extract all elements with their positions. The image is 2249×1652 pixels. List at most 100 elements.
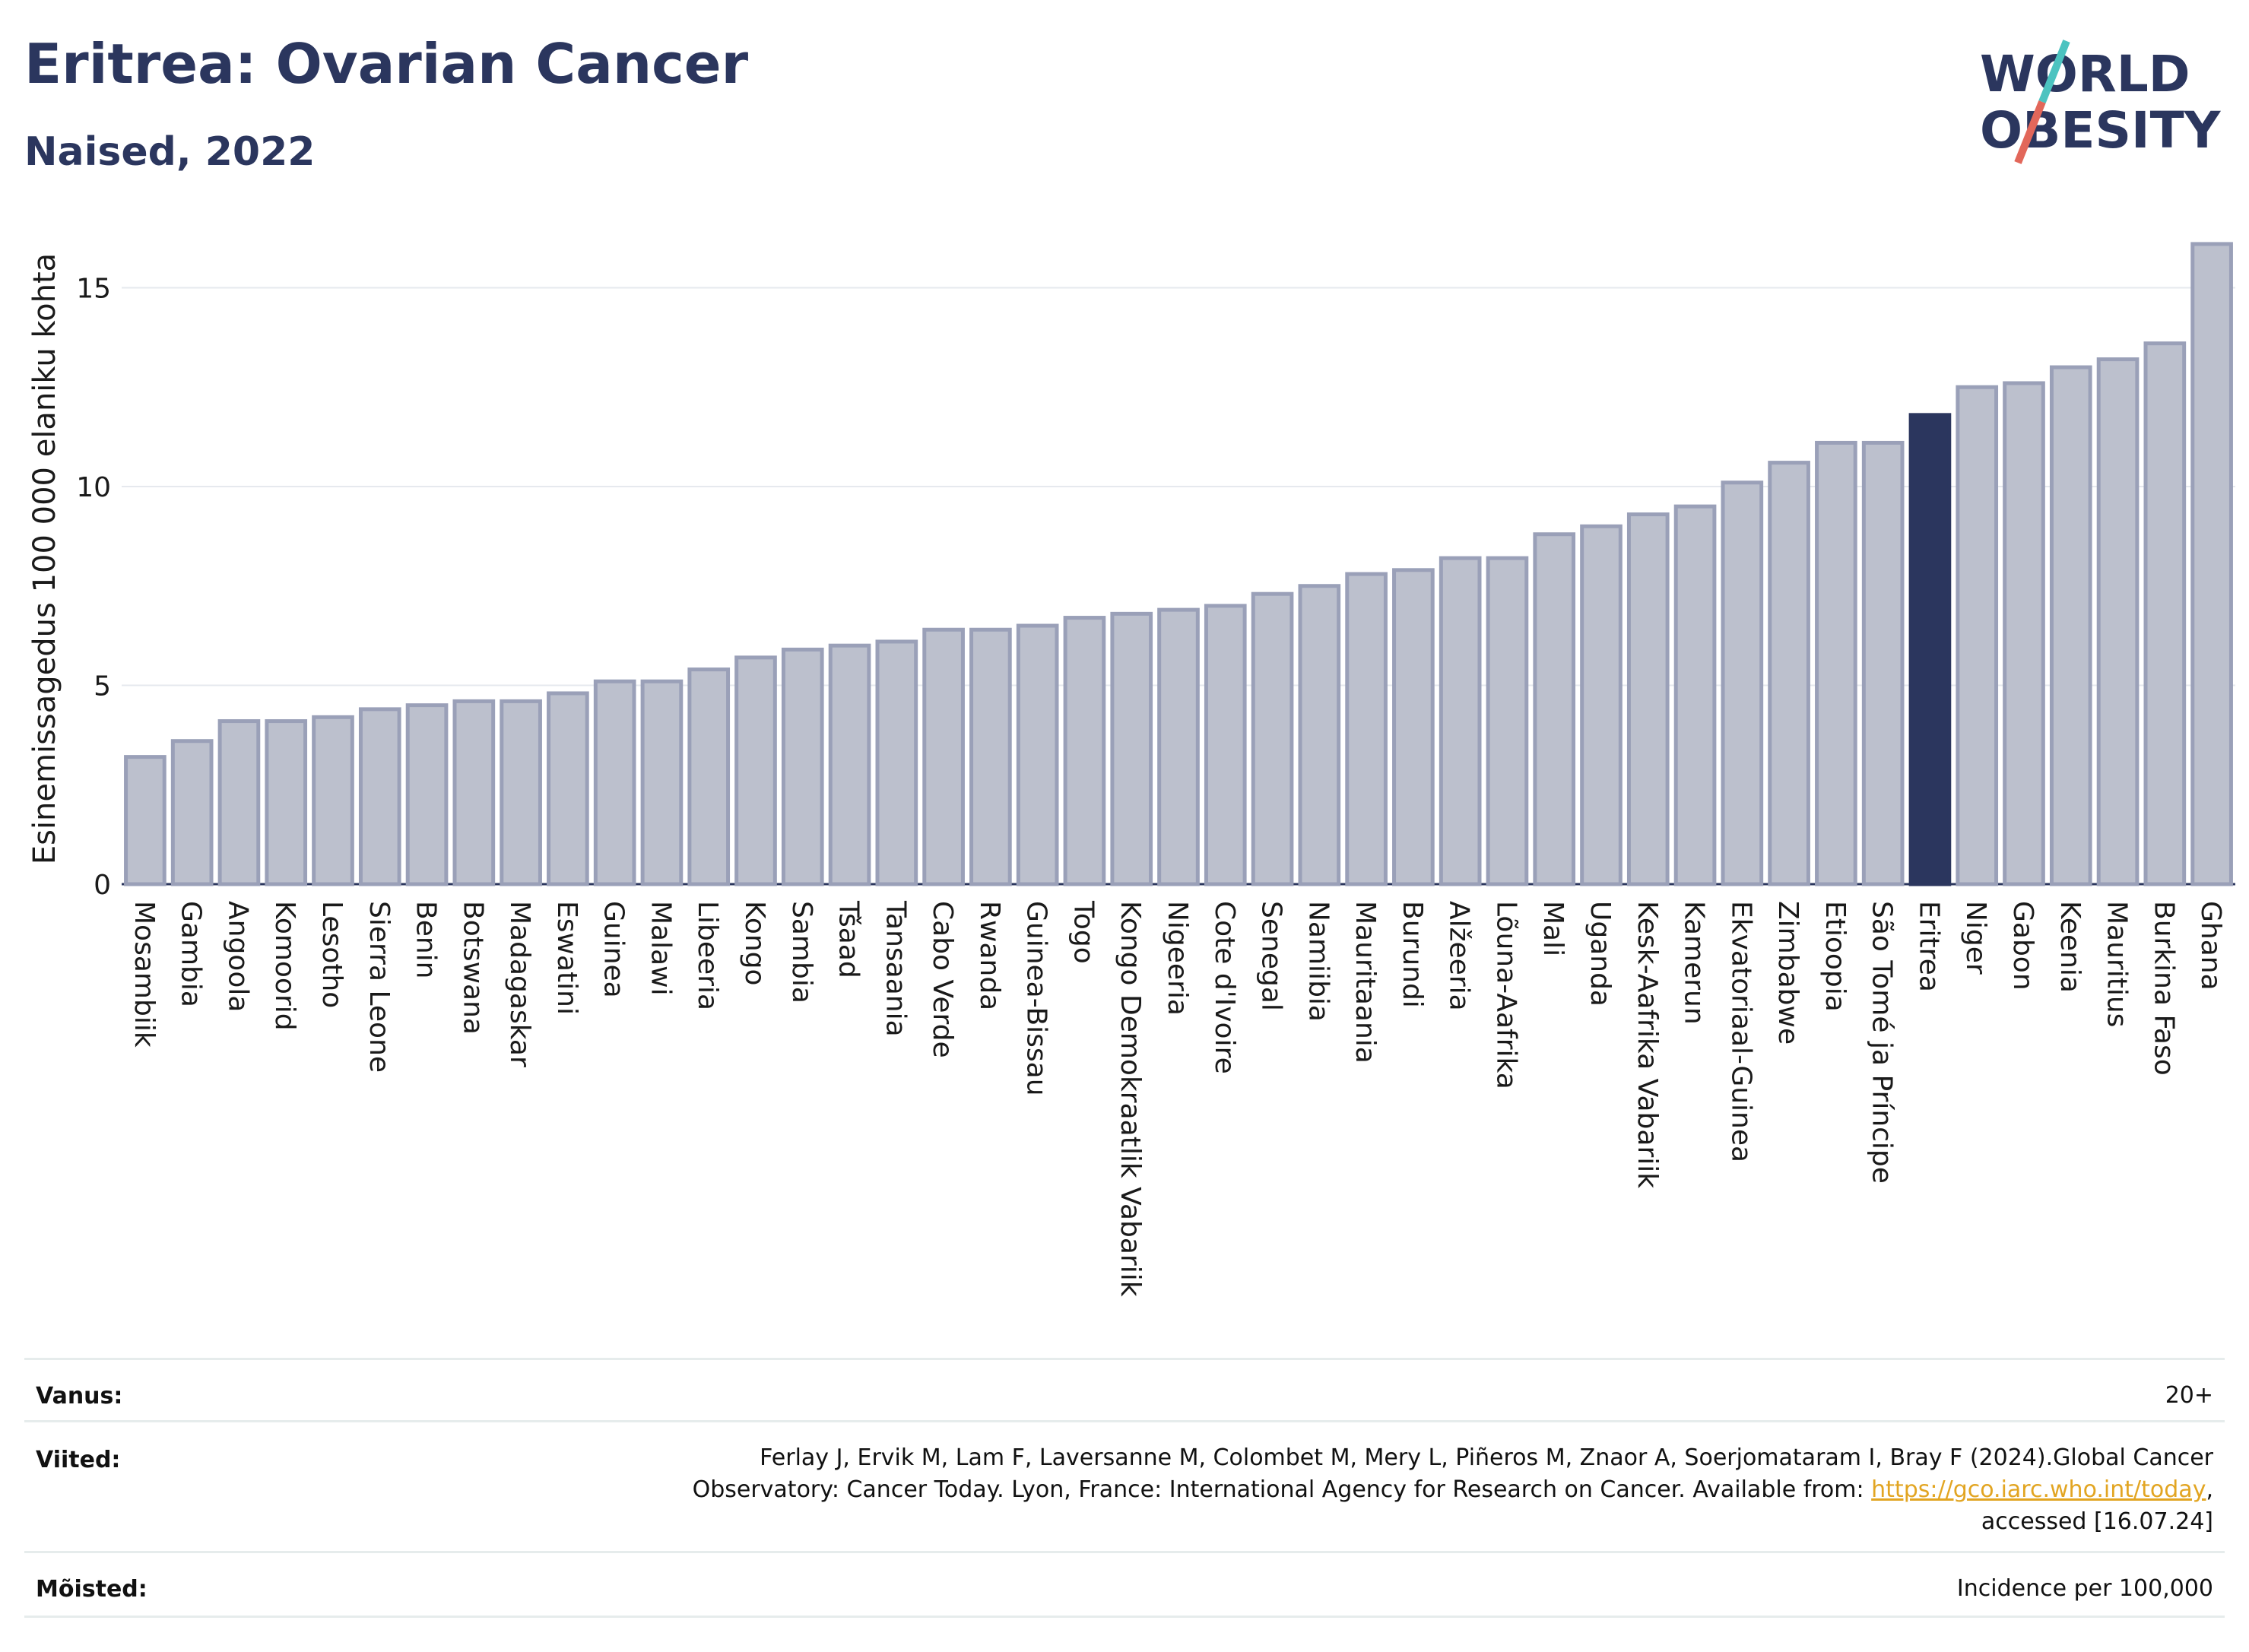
- bar-sambia: [781, 647, 824, 886]
- x-tick-label: Ghana: [2195, 901, 2226, 991]
- x-tick-label: Kongo Demokraatlik Vabariik: [1115, 901, 1146, 1297]
- y-tick-label: 15: [76, 273, 111, 304]
- bar-namiibia: [1298, 584, 1341, 886]
- x-tick-label: Malawi: [645, 901, 676, 996]
- bar-eswatini: [547, 691, 589, 886]
- x-tick-label: Niger: [1960, 901, 1991, 975]
- bar-chart: 0 5 10 15 Mosambiik Gambia Angoola Komoorid Les…: [27, 242, 2235, 1297]
- references-line-2-text: Observatory: Cancer Today. Lyon, France:…: [692, 1476, 1872, 1503]
- bar-malawi: [640, 679, 684, 886]
- bar-niger: [1956, 385, 1999, 886]
- bar-libeeria: [687, 667, 731, 886]
- x-tick-label: Burkina Faso: [2148, 901, 2179, 1076]
- x-tick-label: Eswatini: [551, 901, 582, 1015]
- y-tick-label: 0: [94, 870, 111, 901]
- bar-cabo-verde: [922, 627, 965, 886]
- bar-rwanda: [969, 627, 1012, 886]
- x-tick-label: Lesotho: [316, 901, 347, 1008]
- bar-al-eeria: [1439, 556, 1482, 886]
- x-tick-label: Etioopia: [1819, 901, 1851, 1012]
- bar-nigeeria: [1157, 607, 1200, 886]
- bar-gabon: [2003, 381, 2045, 886]
- x-tick-label: Komoorid: [269, 901, 300, 1031]
- x-tick-label: Nigeeria: [1162, 901, 1193, 1016]
- x-tick-label: Cote d'Ivoire: [1209, 901, 1240, 1074]
- bar-eritrea: [1908, 413, 1952, 886]
- x-labels: Mosambiik Gambia Angoola Komoorid Lesotho Sie…: [128, 900, 2226, 1297]
- x-tick-label: Tansaania: [880, 900, 911, 1037]
- bar-l-una-aafrika: [1486, 556, 1529, 886]
- x-tick-label: Togo: [1067, 900, 1099, 964]
- x-tick-label: Sambia: [786, 901, 817, 1004]
- logo-accent-coral: [2014, 100, 2046, 164]
- x-tick-label: Guinea: [598, 901, 630, 998]
- x-tick-label: Sierra Leone: [363, 901, 395, 1073]
- references-link[interactable]: https://gco.iarc.who.int/today: [1871, 1476, 2206, 1503]
- world-obesity-logo: WORLD OBESITY: [1980, 40, 2222, 164]
- bar-botswana: [452, 699, 496, 886]
- references-row: Viited: Ferlay J, Ervik M, Lam F, Lavers…: [24, 1420, 2225, 1552]
- bar-mauritius: [2096, 357, 2140, 886]
- x-tick-label: Mauritius: [2101, 901, 2133, 1027]
- x-tick-label: Ekvatoriaal-Guinea: [1725, 901, 1756, 1162]
- age-value: 20+: [2165, 1382, 2213, 1409]
- bar-cote-d-ivoire: [1204, 604, 1247, 886]
- x-tick-label: Eritrea: [1913, 901, 1944, 992]
- bar-tansaania: [875, 639, 918, 886]
- x-tick-label: Uganda: [1584, 901, 1616, 1007]
- x-tick-label: Mosambiik: [128, 901, 160, 1048]
- references-text: Ferlay J, Ervik M, Lam F, Laversanne M, …: [693, 1442, 2213, 1538]
- x-tick-label: Cabo Verde: [927, 901, 958, 1058]
- x-tick-label: Alžeeria: [1444, 901, 1475, 1011]
- bar-mauritaania: [1345, 572, 1388, 886]
- x-tick-label: São Tomé ja Príncipe: [1867, 901, 1898, 1184]
- bar-kamerun: [1673, 504, 1717, 886]
- x-tick-label: Burundi: [1397, 901, 1428, 1008]
- x-tick-label: Kamerun: [1679, 901, 1710, 1025]
- x-tick-label: Senegal: [1256, 901, 1287, 1011]
- bar-kesk-aafrika-vabariik: [1626, 512, 1670, 886]
- bar-madagaskar: [500, 699, 542, 886]
- bar-keenia: [2049, 365, 2092, 886]
- bottom-divider: [24, 1616, 2225, 1618]
- x-tick-label: Mali: [1537, 901, 1569, 956]
- bar-kongo-demokraatlik-vabariik: [1110, 611, 1153, 886]
- x-tick-label: Zimbabwe: [1772, 901, 1803, 1045]
- bar-angoola: [217, 719, 261, 886]
- x-tick-label: Mauritaania: [1350, 901, 1381, 1064]
- bar-mali: [1533, 532, 1576, 886]
- bar-burkina-faso: [2143, 341, 2187, 886]
- bar-sierra-leone: [358, 707, 401, 886]
- y-tick-label: 5: [94, 671, 111, 702]
- x-tick-label: Gambia: [176, 901, 207, 1007]
- bar-benin: [405, 703, 449, 886]
- bar-s-o-tom-ja-pr-ncipe: [1861, 440, 1905, 886]
- x-tick-label: Gabon: [2007, 901, 2038, 991]
- references-comma: ,: [2206, 1476, 2213, 1503]
- bar-uganda: [1580, 524, 1623, 886]
- x-tick-label: Guinea-Bissau: [1021, 901, 1052, 1096]
- x-tick-label: Tšaad: [833, 900, 864, 978]
- bar-burundi: [1392, 568, 1435, 886]
- bar-lesotho: [312, 715, 354, 886]
- bar-ghana: [2190, 242, 2233, 886]
- chart-title: Eritrea: Ovarian Cancer: [24, 32, 749, 96]
- bar-kongo: [734, 655, 777, 886]
- x-tick-label: Botswana: [457, 901, 488, 1035]
- bar-guinea-bissau: [1016, 623, 1059, 886]
- age-label: Vanus:: [36, 1383, 123, 1409]
- definitions-value: Incidence per 100,000: [1956, 1575, 2213, 1602]
- y-tick-label: 10: [76, 472, 111, 503]
- bars-layer: [124, 242, 2233, 886]
- bar-ekvatoriaal-guinea: [1721, 480, 1764, 886]
- x-tick-label: Madagaskar: [504, 901, 535, 1067]
- x-tick-label: Rwanda: [974, 901, 1005, 1010]
- definitions-label: Mõisted:: [36, 1576, 148, 1603]
- x-tick-label: Kongo: [739, 901, 770, 986]
- bar-komoorid: [265, 719, 308, 886]
- bar-togo: [1063, 616, 1106, 886]
- x-tick-label: Keenia: [2054, 901, 2086, 993]
- bar-guinea: [593, 679, 636, 886]
- x-tick-label: Benin: [411, 901, 442, 978]
- references-line-2: Observatory: Cancer Today. Lyon, France:…: [693, 1474, 2213, 1506]
